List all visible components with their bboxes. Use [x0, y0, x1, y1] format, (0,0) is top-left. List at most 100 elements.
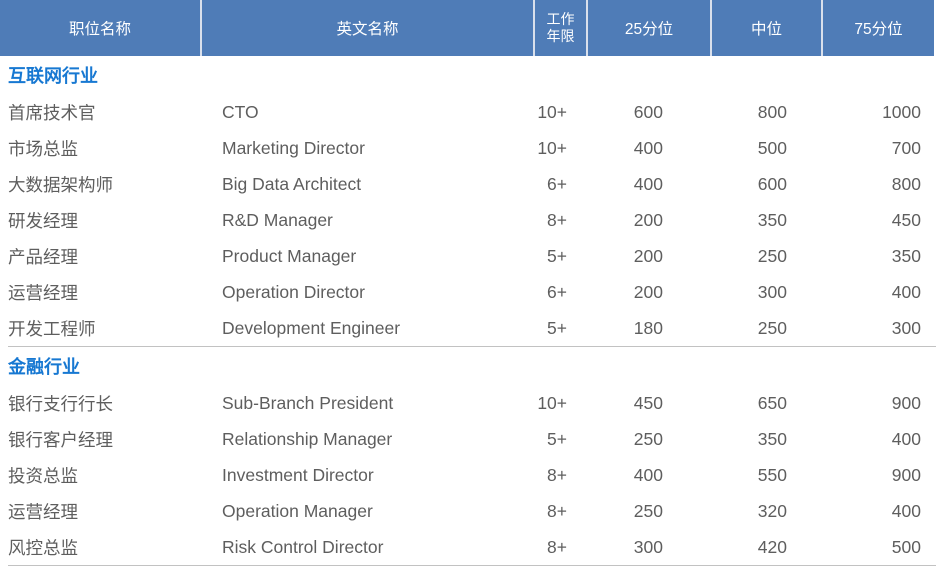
table-body: 互联网行业首席技术官 CTO 10+ 600 800 1000 市场总监 Marketing … — [0, 56, 941, 566]
p75-cell: 300 — [891, 317, 921, 338]
section-divider — [8, 346, 936, 347]
p75-cell: 800 — [891, 173, 921, 194]
column-header-p25: 25分位 — [588, 0, 712, 56]
p25-cell: 450 — [633, 392, 663, 413]
work-years-cell: 5+ — [547, 428, 567, 449]
column-header-p75-label: 75分位 — [854, 21, 903, 38]
median-cell: 250 — [757, 245, 787, 266]
p75-cell: 450 — [891, 209, 921, 230]
table-row: 运营经理 Operation Director 6+ 200 300 400 — [0, 274, 934, 310]
position-name-cell: 风控总监 — [8, 537, 78, 558]
p25-cell: 250 — [633, 428, 663, 449]
p25-cell: 600 — [633, 101, 663, 122]
position-name-cell: 投资总监 — [8, 465, 78, 486]
table-row: 研发经理 R&D Manager 8+ 200 350 450 — [0, 202, 934, 238]
column-header-median-label: 中位 — [750, 21, 782, 38]
column-header-english-label: 英文名称 — [336, 21, 399, 38]
p25-cell: 300 — [633, 536, 663, 557]
p75-cell: 400 — [891, 500, 921, 521]
english-name-cell: CTO — [222, 101, 259, 122]
english-name-cell: Operation Director — [222, 281, 365, 302]
table-row: 银行支行行长 Sub-Branch President 10+ 450 650 900 — [0, 385, 934, 421]
position-name-cell: 市场总监 — [8, 138, 78, 159]
column-header-p25-label: 25分位 — [624, 21, 674, 38]
p75-cell: 1000 — [882, 101, 921, 122]
position-name-cell: 产品经理 — [8, 246, 78, 267]
median-cell: 500 — [757, 137, 787, 158]
column-header-p75: 75分位 — [823, 0, 934, 56]
p25-cell: 200 — [633, 245, 663, 266]
median-cell: 550 — [757, 464, 787, 485]
work-years-cell: 8+ — [547, 464, 567, 485]
median-cell: 600 — [757, 173, 787, 194]
p75-cell: 900 — [891, 464, 921, 485]
p75-cell: 900 — [891, 392, 921, 413]
table-row: 银行客户经理 Relationship Manager 5+ 250 350 400 — [0, 421, 934, 457]
work-years-cell: 10+ — [537, 137, 567, 158]
position-name-cell: 运营经理 — [8, 282, 78, 303]
p25-cell: 400 — [633, 173, 663, 194]
section-header-internet: 互联网行业 — [0, 56, 941, 94]
table-row: 开发工程师 Development Engineer 5+ 180 250 300 — [0, 310, 934, 346]
column-header-years: 工作年限 — [535, 0, 588, 56]
position-name-cell: 银行客户经理 — [8, 429, 113, 450]
p75-cell: 400 — [891, 428, 921, 449]
median-cell: 420 — [757, 536, 787, 557]
position-name-cell: 银行支行行长 — [8, 393, 113, 414]
table-row: 首席技术官 CTO 10+ 600 800 1000 — [0, 94, 934, 130]
position-name-cell: 开发工程师 — [8, 318, 96, 339]
column-header-position-label: 职位名称 — [68, 21, 131, 38]
position-name-cell: 大数据架构师 — [8, 174, 113, 195]
english-name-cell: Investment Director — [222, 464, 374, 485]
column-header-english: 英文名称 — [202, 0, 535, 56]
section-title-internet: 互联网行业 — [8, 66, 98, 86]
work-years-cell: 8+ — [547, 500, 567, 521]
english-name-cell: Big Data Architect — [222, 173, 362, 194]
table-row: 市场总监 Marketing Director 10+ 400 500 700 — [0, 130, 934, 166]
p25-cell: 180 — [633, 317, 663, 338]
column-header-median: 中位 — [712, 0, 823, 56]
table-row: 运营经理 Operation Manager 8+ 250 320 400 — [0, 493, 934, 529]
median-cell: 320 — [757, 500, 787, 521]
table-row: 大数据架构师 Big Data Architect 6+ 400 600 800 — [0, 166, 934, 202]
p25-cell: 200 — [633, 281, 663, 302]
section-title-finance: 金融行业 — [8, 357, 80, 377]
position-name-cell: 首席技术官 — [8, 102, 96, 123]
work-years-cell: 6+ — [547, 281, 567, 302]
english-name-cell: Relationship Manager — [222, 428, 393, 449]
table-row: 产品经理 Product Manager 5+ 200 250 350 — [0, 238, 934, 274]
p25-cell: 200 — [633, 209, 663, 230]
p75-cell: 700 — [891, 137, 921, 158]
median-cell: 350 — [757, 209, 787, 230]
median-cell: 650 — [757, 392, 787, 413]
p75-cell: 400 — [891, 281, 921, 302]
p25-cell: 250 — [633, 500, 663, 521]
section-header-finance: 金融行业 — [0, 347, 941, 385]
work-years-cell: 8+ — [547, 536, 567, 557]
table-row: 投资总监 Investment Director 8+ 400 550 900 — [0, 457, 934, 493]
section-divider — [8, 565, 936, 566]
p25-cell: 400 — [633, 137, 663, 158]
work-years-cell: 6+ — [547, 173, 567, 194]
english-name-cell: Operation Manager — [222, 500, 373, 521]
position-name-cell: 研发经理 — [8, 210, 78, 231]
position-name-cell: 运营经理 — [8, 501, 78, 522]
work-years-cell: 8+ — [547, 209, 567, 230]
column-header-position: 职位名称 — [0, 0, 202, 56]
work-years-cell: 10+ — [537, 101, 567, 122]
table-header: 职位名称 英文名称 工作年限 25分位 中位 75分位 — [0, 0, 934, 56]
p75-cell: 350 — [891, 245, 921, 266]
english-name-cell: Marketing Director — [222, 137, 365, 158]
median-cell: 250 — [757, 317, 787, 338]
p75-cell: 500 — [891, 536, 921, 557]
median-cell: 800 — [757, 101, 787, 122]
english-name-cell: Risk Control Director — [222, 536, 384, 557]
english-name-cell: Product Manager — [222, 245, 357, 266]
english-name-cell: Development Engineer — [222, 317, 401, 338]
work-years-cell: 5+ — [547, 317, 567, 338]
median-cell: 350 — [757, 428, 787, 449]
work-years-cell: 10+ — [537, 392, 567, 413]
work-years-cell: 5+ — [547, 245, 567, 266]
english-name-cell: R&D Manager — [222, 209, 333, 230]
